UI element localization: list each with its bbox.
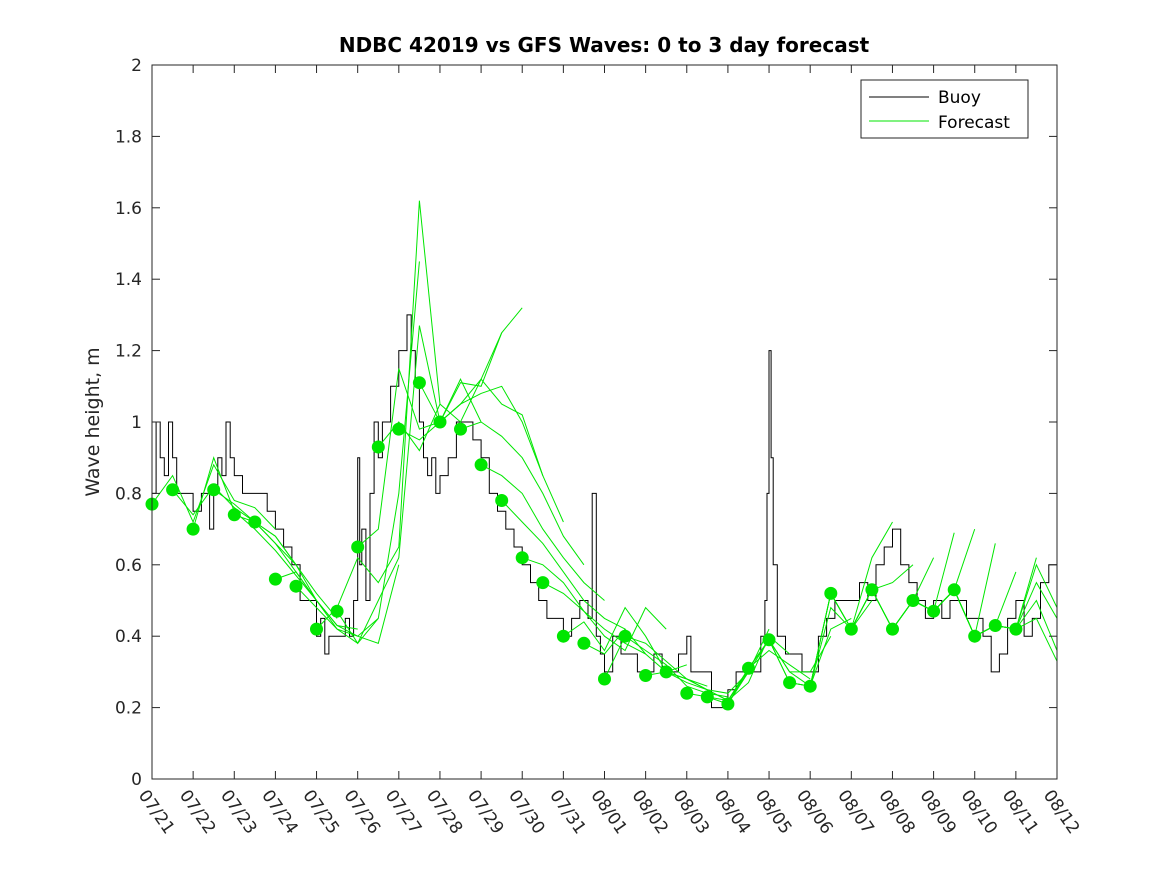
forecast-analysis-point [1009,622,1023,636]
forecast-analysis-point [700,690,714,704]
legend-forecast-label: Forecast [938,113,1010,133]
y-tick-label: 1 [131,413,142,433]
forecast-analysis-point [248,515,262,529]
legend-box [860,79,1029,139]
forecast-analysis-point [824,586,838,600]
forecast-analysis-point [968,629,982,643]
y-tick-label: 1.6 [115,199,142,219]
y-tick-label: 0.6 [115,556,142,576]
legend: Buoy Forecast [860,79,1029,139]
y-tick-label: 0.8 [115,484,142,504]
forecast-analysis-point [330,604,344,618]
forecast-series-line [151,463,276,530]
forecast-analysis-point [742,661,755,675]
forecast-analysis-point [577,636,591,650]
forecast-analysis-point [927,604,941,618]
forecast-analysis-point [556,629,570,643]
forecast-analysis-point [371,440,385,454]
forecast-analysis-point [721,697,735,711]
forecast-analysis-point [906,594,920,607]
forecast-analysis-point [454,422,467,436]
forecast-analysis-point [680,686,694,700]
buoy-series-line [152,314,1058,709]
forecast-series-line [439,385,564,523]
y-tick-label: 0.4 [115,627,142,647]
forecast-analysis-point [186,522,200,536]
forecast-series-line [995,617,1058,662]
forecast-analysis-point [947,583,961,597]
forecast-analysis-point [495,494,509,507]
forecast-series-line [192,456,317,601]
forecast-analysis-point [639,669,653,682]
forecast-analysis-point [474,458,488,472]
y-tick-label: 1.4 [115,270,142,290]
forecast-analysis-point [598,672,611,686]
forecast-analysis-point [412,376,426,390]
series-layer [145,200,1058,711]
forecast-analysis-point [166,483,180,497]
forecast-analysis-point [289,579,303,593]
forecast-series-line [501,500,626,630]
forecast-analysis-point [207,483,221,497]
forecast-series-line [213,489,338,619]
legend-buoy-label: Buoy [938,88,981,108]
y-tick-label: 0.2 [115,699,142,719]
forecast-analysis-point [392,422,406,436]
forecast-analysis-point [783,676,797,690]
forecast-analysis-point [865,583,879,597]
forecast-analysis-point [618,629,632,643]
forecast-analysis-point [268,572,282,586]
forecast-analysis-point [227,508,241,522]
forecast-analysis-point [659,665,673,679]
forecast-analysis-point [886,622,899,636]
forecast-analysis-point [536,576,550,590]
forecast-analysis-point [988,619,1002,632]
forecast-series-line [357,368,482,548]
y-tick-label: 0 [131,770,142,790]
forecast-analysis-point [351,540,365,554]
forecast-analysis-point [433,415,447,429]
forecast-analysis-point [844,622,858,636]
y-tick-label: 1.8 [115,127,142,147]
forecast-analysis-point [310,622,323,636]
forecast-analysis-point [762,633,776,647]
chart-title: NDBC 42019 vs GFS Waves: 0 to 3 day fore… [339,33,870,57]
y-tick-label: 2 [131,56,142,76]
forecast-analysis-point [515,551,529,565]
forecast-analysis-point [803,679,817,693]
forecast-series-line [460,421,585,566]
y-axis-label: Wave height, m [82,347,104,496]
forecast-series-line [480,464,605,601]
forecast-series-line [542,582,667,652]
y-tick-label: 1.2 [115,342,142,362]
forecast-series-line [398,307,523,441]
